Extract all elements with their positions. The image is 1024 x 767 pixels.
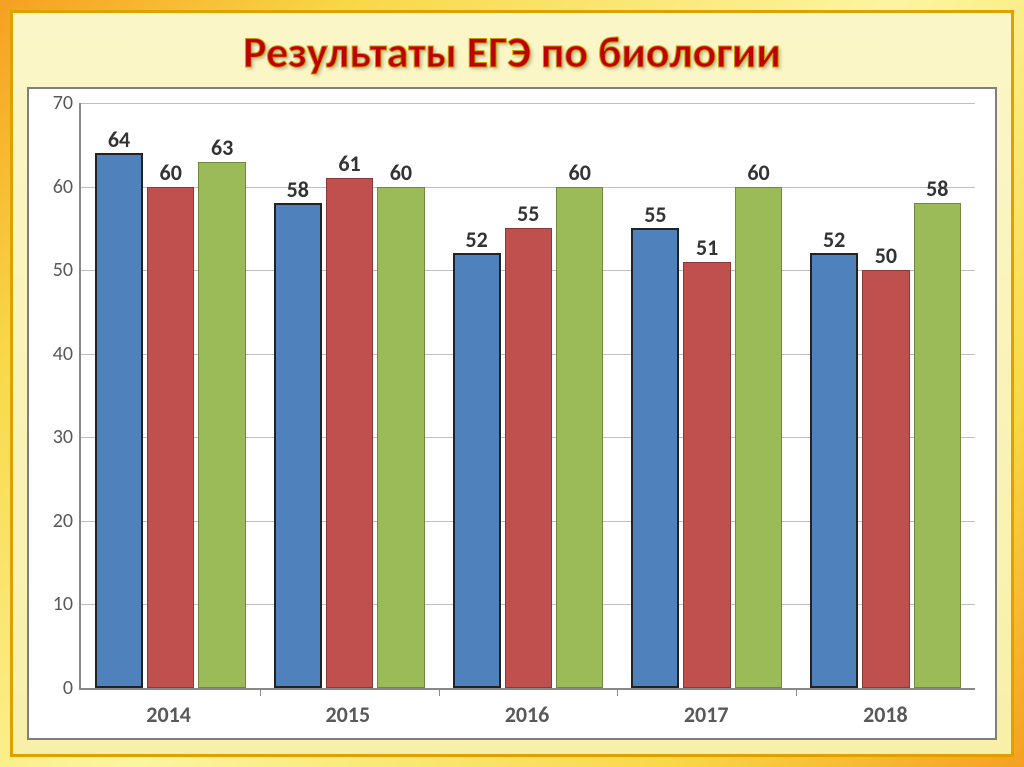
bar: 50	[862, 270, 909, 688]
bar-group: 646063	[81, 103, 260, 688]
bar-value-label: 60	[160, 159, 182, 188]
y-tick-label: 70	[53, 91, 81, 115]
bar-group: 555160	[617, 103, 796, 688]
bar: 52	[453, 253, 501, 688]
x-tick-label: 2018	[796, 701, 975, 728]
y-tick-label: 30	[53, 425, 81, 449]
bar: 55	[631, 228, 679, 688]
bar: 60	[556, 187, 603, 688]
bar: 51	[683, 262, 730, 688]
bar: 61	[326, 178, 373, 688]
bar: 63	[198, 162, 245, 689]
x-axis-labels: 20142015201620172018	[79, 701, 975, 728]
bar: 58	[274, 203, 322, 688]
y-tick-label: 10	[53, 592, 81, 616]
y-tick-label: 20	[53, 509, 81, 533]
bar: 55	[505, 228, 552, 688]
bar-group: 586160	[260, 103, 439, 688]
bar-group: 525058	[796, 103, 975, 688]
y-tick-label: 50	[53, 258, 81, 282]
bar-groups: 646063586160525560555160525058	[81, 103, 975, 688]
x-tick-label: 2017	[617, 701, 796, 728]
y-tick-label: 0	[63, 676, 81, 700]
slide-inner: Результаты ЕГЭ по биологии 0102030405060…	[10, 10, 1014, 757]
bar-value-label: 64	[108, 126, 130, 155]
bar-value-label: 60	[747, 159, 769, 188]
bar-value-label: 50	[875, 242, 897, 271]
bar-value-label: 61	[338, 150, 360, 179]
y-tick-label: 40	[53, 342, 81, 366]
chart-title: Результаты ЕГЭ по биологии	[13, 13, 1011, 87]
x-tick-label: 2015	[258, 701, 437, 728]
bar-value-label: 55	[644, 201, 666, 230]
x-tick-label: 2014	[79, 701, 258, 728]
y-tick-label: 60	[53, 175, 81, 199]
bar-value-label: 52	[823, 226, 845, 255]
bar-value-label: 58	[287, 176, 309, 205]
bar: 60	[735, 187, 782, 688]
bar: 52	[810, 253, 858, 688]
bar-value-label: 52	[465, 226, 487, 255]
bar-value-label: 55	[517, 200, 539, 229]
bar-value-label: 63	[211, 134, 233, 163]
slide: Результаты ЕГЭ по биологии 0102030405060…	[0, 0, 1024, 767]
bar: 60	[377, 187, 424, 688]
bar-value-label: 60	[569, 159, 591, 188]
chart-container: 0102030405060706460635861605255605551605…	[27, 87, 997, 740]
bar-value-label: 60	[390, 159, 412, 188]
bar-group: 525560	[439, 103, 618, 688]
bar-value-label: 58	[926, 175, 948, 204]
bar: 58	[914, 203, 961, 688]
plot-area: 0102030405060706460635861605255605551605…	[79, 103, 975, 690]
bar: 64	[95, 153, 143, 688]
x-tick-label: 2016	[437, 701, 616, 728]
bar-value-label: 51	[696, 234, 718, 263]
bar: 60	[147, 187, 194, 688]
